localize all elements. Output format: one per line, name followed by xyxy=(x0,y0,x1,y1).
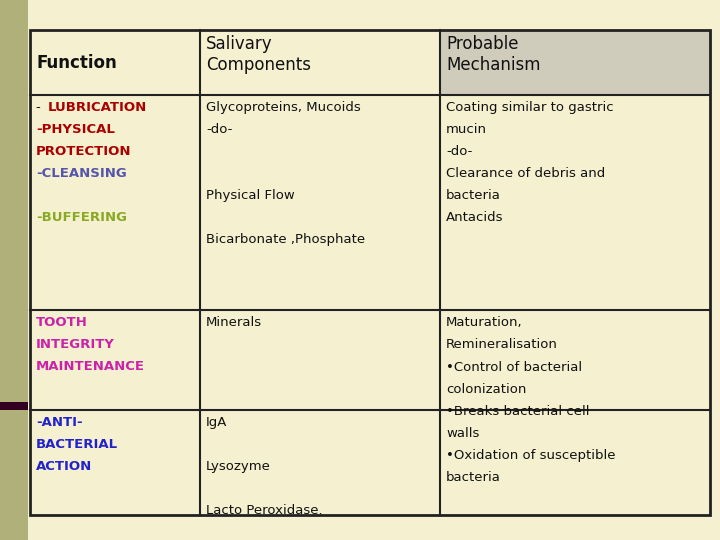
Bar xyxy=(0,402,28,410)
Text: colonization: colonization xyxy=(446,383,526,396)
Text: Lacto Peroxidase.: Lacto Peroxidase. xyxy=(206,504,323,517)
Text: ACTION: ACTION xyxy=(36,460,92,473)
Text: INTEGRITY: INTEGRITY xyxy=(36,338,115,351)
Text: Lysozyme: Lysozyme xyxy=(206,460,271,473)
Text: IgA: IgA xyxy=(206,416,228,429)
Text: bacteria: bacteria xyxy=(446,471,501,484)
Text: Minerals: Minerals xyxy=(206,316,262,329)
Text: •Breaks bacterial cell: •Breaks bacterial cell xyxy=(446,405,590,418)
Text: LUBRICATION: LUBRICATION xyxy=(48,101,147,114)
Text: -BUFFERING: -BUFFERING xyxy=(36,211,127,224)
Text: mucin: mucin xyxy=(446,123,487,136)
Text: Coating similar to gastric: Coating similar to gastric xyxy=(446,101,613,114)
Text: Antacids: Antacids xyxy=(446,211,503,224)
Text: Salivary
Components: Salivary Components xyxy=(206,35,311,74)
Text: bacteria: bacteria xyxy=(446,189,501,202)
Text: -PHYSICAL: -PHYSICAL xyxy=(36,123,115,136)
Text: -do-: -do- xyxy=(206,123,233,136)
Text: PROTECTION: PROTECTION xyxy=(36,145,132,158)
Bar xyxy=(440,30,710,95)
Text: Bicarbonate ,Phosphate: Bicarbonate ,Phosphate xyxy=(206,233,365,246)
Text: -ANTI-: -ANTI- xyxy=(36,416,83,429)
Text: •Oxidation of susceptible: •Oxidation of susceptible xyxy=(446,449,616,462)
Text: -: - xyxy=(36,101,45,114)
Text: MAINTENANCE: MAINTENANCE xyxy=(36,360,145,373)
Bar xyxy=(0,0,28,540)
Text: Clearance of debris and: Clearance of debris and xyxy=(446,167,606,180)
Text: Physical Flow: Physical Flow xyxy=(206,189,294,202)
Text: Maturation,: Maturation, xyxy=(446,316,523,329)
Text: walls: walls xyxy=(446,427,480,440)
Bar xyxy=(30,30,710,515)
Text: BACTERIAL: BACTERIAL xyxy=(36,438,118,451)
Text: Remineralisation: Remineralisation xyxy=(446,338,558,351)
Text: -CLEANSING: -CLEANSING xyxy=(36,167,127,180)
Text: Probable
Mechanism: Probable Mechanism xyxy=(446,35,541,74)
Text: -do-: -do- xyxy=(446,145,472,158)
Text: Function: Function xyxy=(36,53,117,71)
Text: Glycoproteins, Mucoids: Glycoproteins, Mucoids xyxy=(206,101,361,114)
Text: •Control of bacterial: •Control of bacterial xyxy=(446,361,582,374)
Text: TOOTH: TOOTH xyxy=(36,316,88,329)
